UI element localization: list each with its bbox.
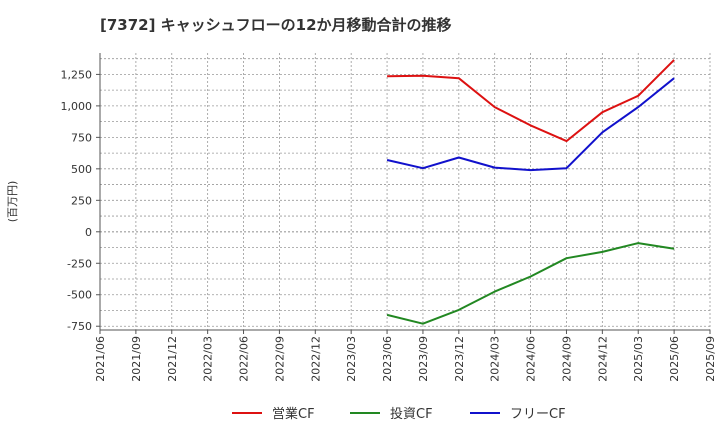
chart-title: [7372] キャッシュフローの12か月移動合計の推移 — [100, 16, 452, 34]
series-layer — [386, 59, 675, 325]
x-tick-label: 2022/12 — [309, 336, 322, 382]
x-tick-label: 2024/09 — [560, 336, 573, 382]
y-tick-label: -250 — [67, 257, 92, 270]
x-tick-label: 2025/09 — [704, 336, 717, 382]
x-tick-label: 2023/12 — [453, 336, 466, 382]
y-tick-label: 1,000 — [61, 100, 93, 113]
plot-area — [100, 53, 710, 330]
series-line-フリーCF — [386, 77, 675, 172]
series-line-営業CF — [387, 59, 675, 143]
y-tick-label: -500 — [67, 289, 92, 302]
series-line-投資CF — [386, 242, 675, 325]
legend-label-フリーCF: フリーCF — [510, 407, 566, 422]
x-tick-label: 2021/06 — [94, 336, 107, 382]
y-tick-label: -750 — [67, 320, 92, 333]
x-tick-label: 2021/12 — [166, 336, 179, 382]
x-tick-label: 2025/03 — [632, 336, 645, 382]
y-tick-label: 750 — [71, 131, 92, 144]
y-tick-label: 1,250 — [61, 68, 93, 81]
x-tick-label: 2022/06 — [238, 336, 251, 382]
legend-label-投資CF: 投資CF — [390, 406, 433, 422]
grid-layer — [99, 53, 711, 330]
axis-layer — [96, 53, 711, 334]
x-tick-label: 2022/09 — [273, 336, 286, 382]
y-tick-label: 500 — [71, 163, 92, 176]
y-tick-label: 250 — [71, 194, 92, 207]
y-axis-label: (百万円) — [6, 181, 19, 223]
legend: 営業CF 投資CF フリーCF — [232, 406, 566, 422]
x-tick-label: 2023/09 — [417, 336, 430, 382]
x-tick-label: 2021/09 — [130, 336, 143, 382]
y-tick-label: 0 — [85, 226, 92, 239]
x-tick-label: 2023/03 — [345, 336, 358, 382]
x-tick-label: 2024/12 — [596, 336, 609, 382]
legend-label-営業CF: 営業CF — [272, 406, 315, 422]
x-tick-label: 2023/06 — [381, 336, 394, 382]
x-tick-label: 2024/06 — [525, 336, 538, 382]
x-tick-label: 2025/06 — [668, 336, 681, 382]
x-tick-label: 2024/03 — [489, 336, 502, 382]
x-tick-label: 2022/03 — [202, 336, 215, 382]
